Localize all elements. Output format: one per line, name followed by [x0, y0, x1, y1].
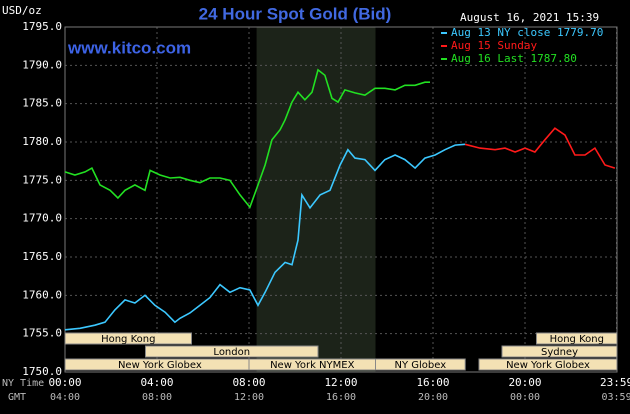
y-tick-label: 1795.0	[22, 20, 62, 33]
y-tick-label: 1760.0	[22, 288, 62, 301]
session-label: Hong Kong	[550, 334, 604, 345]
timestamp: August 16, 2021 15:39	[460, 11, 599, 24]
x-tick-label: 20:00	[508, 376, 541, 389]
session-label: New York NYMEX	[270, 360, 355, 371]
y-tick-label: 1780.0	[22, 135, 62, 148]
x-axis-label: NY Time	[2, 378, 44, 389]
session-label: NY Globex	[395, 360, 447, 371]
x-tick-label: 04:00	[140, 376, 173, 389]
plot-frame	[64, 26, 618, 373]
x-tick-label: 00:00	[48, 376, 81, 389]
x-tick-label: 08:00	[232, 376, 265, 389]
series-line	[464, 127, 616, 169]
x2-tick-label: 12:00	[234, 392, 264, 403]
y-tick-label: 1775.0	[22, 173, 62, 186]
session-box	[536, 332, 618, 345]
session-label: Hong Kong	[101, 334, 155, 345]
session-box	[145, 345, 319, 358]
session-label: Sydney	[541, 347, 578, 358]
chart-title: 24 Hour Spot Gold (Bid)	[199, 4, 392, 23]
session-box	[501, 345, 618, 358]
x2-tick-label: 20:00	[418, 392, 448, 403]
x2-tick-label: 04:00	[50, 392, 80, 403]
x-tick-label: 16:00	[416, 376, 449, 389]
x2-axis-label: GMT	[8, 392, 26, 403]
session-box	[478, 358, 618, 371]
legend-label: Aug 15 Sunday	[451, 39, 537, 52]
x2-tick-label: 00:00	[510, 392, 540, 403]
session-label: London	[213, 347, 250, 358]
unit-label: USD/oz	[2, 4, 42, 17]
x-tick-label: 12:00	[324, 376, 357, 389]
y-tick-label: 1790.0	[22, 58, 62, 71]
session-box	[375, 358, 466, 371]
x2-tick-label: 03:59	[601, 392, 630, 403]
y-tick-label: 1765.0	[22, 250, 62, 263]
y-tick-label: 1750.0	[22, 365, 62, 378]
y-tick-label: 1785.0	[22, 97, 62, 110]
x2-tick-label: 16:00	[326, 392, 356, 403]
y-tick-label: 1770.0	[22, 212, 62, 225]
y-tick-label: 1755.0	[22, 327, 62, 340]
session-label: New York Globex	[506, 360, 590, 371]
legend-label: Aug 16 Last 1787.80	[451, 52, 577, 65]
x2-tick-label: 08:00	[142, 392, 172, 403]
session-box	[64, 332, 192, 345]
x-tick-label: 23:59	[600, 376, 630, 389]
session-label: New York Globex	[118, 360, 202, 371]
series-line	[64, 143, 466, 331]
legend-label: Aug 13 NY close 1779.70	[451, 26, 603, 39]
watermark: www.kitco.com	[67, 38, 191, 57]
series-line	[64, 68, 430, 209]
